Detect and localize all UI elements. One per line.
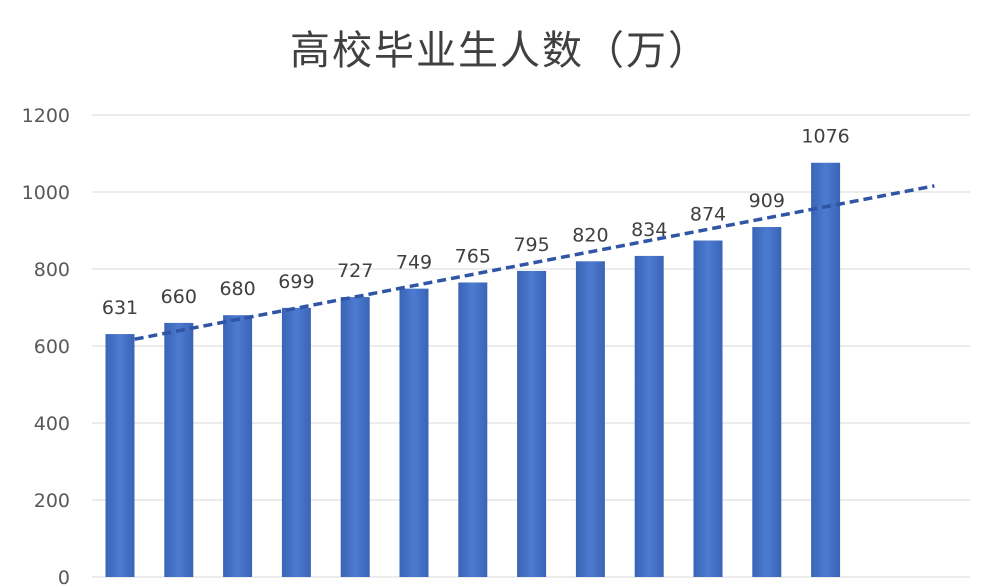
- data-label: 727: [337, 260, 373, 282]
- data-label: 1076: [801, 126, 849, 148]
- bar: [752, 227, 782, 577]
- bar: [164, 322, 194, 577]
- y-tick-label: 0: [58, 567, 70, 587]
- data-labels: 631 660 680 699 727 749 765 795 820 834 874 909 1076: [102, 126, 850, 319]
- data-label: 660: [161, 286, 197, 308]
- data-label: 795: [513, 234, 549, 256]
- data-label: 699: [278, 271, 314, 293]
- data-label: 909: [749, 190, 785, 212]
- y-tick-label: 1000: [22, 182, 70, 204]
- data-label: 765: [455, 245, 491, 267]
- bar: [811, 162, 841, 578]
- bar: [340, 297, 370, 577]
- bar: [517, 270, 547, 577]
- data-label: 874: [690, 204, 726, 226]
- bar: [575, 261, 605, 577]
- bar: [634, 255, 664, 577]
- bar: [223, 315, 253, 577]
- bar: [693, 240, 723, 577]
- data-label: 749: [396, 252, 432, 274]
- trendline-group: [134, 184, 935, 341]
- data-label: 820: [572, 224, 608, 246]
- bar: [105, 334, 135, 577]
- bar: [458, 282, 488, 577]
- data-label: 631: [102, 297, 138, 319]
- y-tick-label: 400: [34, 413, 70, 435]
- y-tick-label: 200: [34, 490, 70, 512]
- y-tick-label: 800: [34, 259, 70, 281]
- data-label: 680: [219, 278, 255, 300]
- trendline: [134, 184, 935, 341]
- bar: [281, 307, 311, 577]
- y-axis: 0 200 400 600 800 1000 1200: [22, 105, 70, 587]
- y-tick-label: 600: [34, 336, 70, 358]
- y-tick-label: 1200: [22, 105, 70, 127]
- bars: [105, 162, 841, 578]
- bar: [399, 288, 429, 577]
- data-label: 834: [631, 219, 667, 241]
- chart-title: 高校毕业生人数（万）: [290, 28, 710, 74]
